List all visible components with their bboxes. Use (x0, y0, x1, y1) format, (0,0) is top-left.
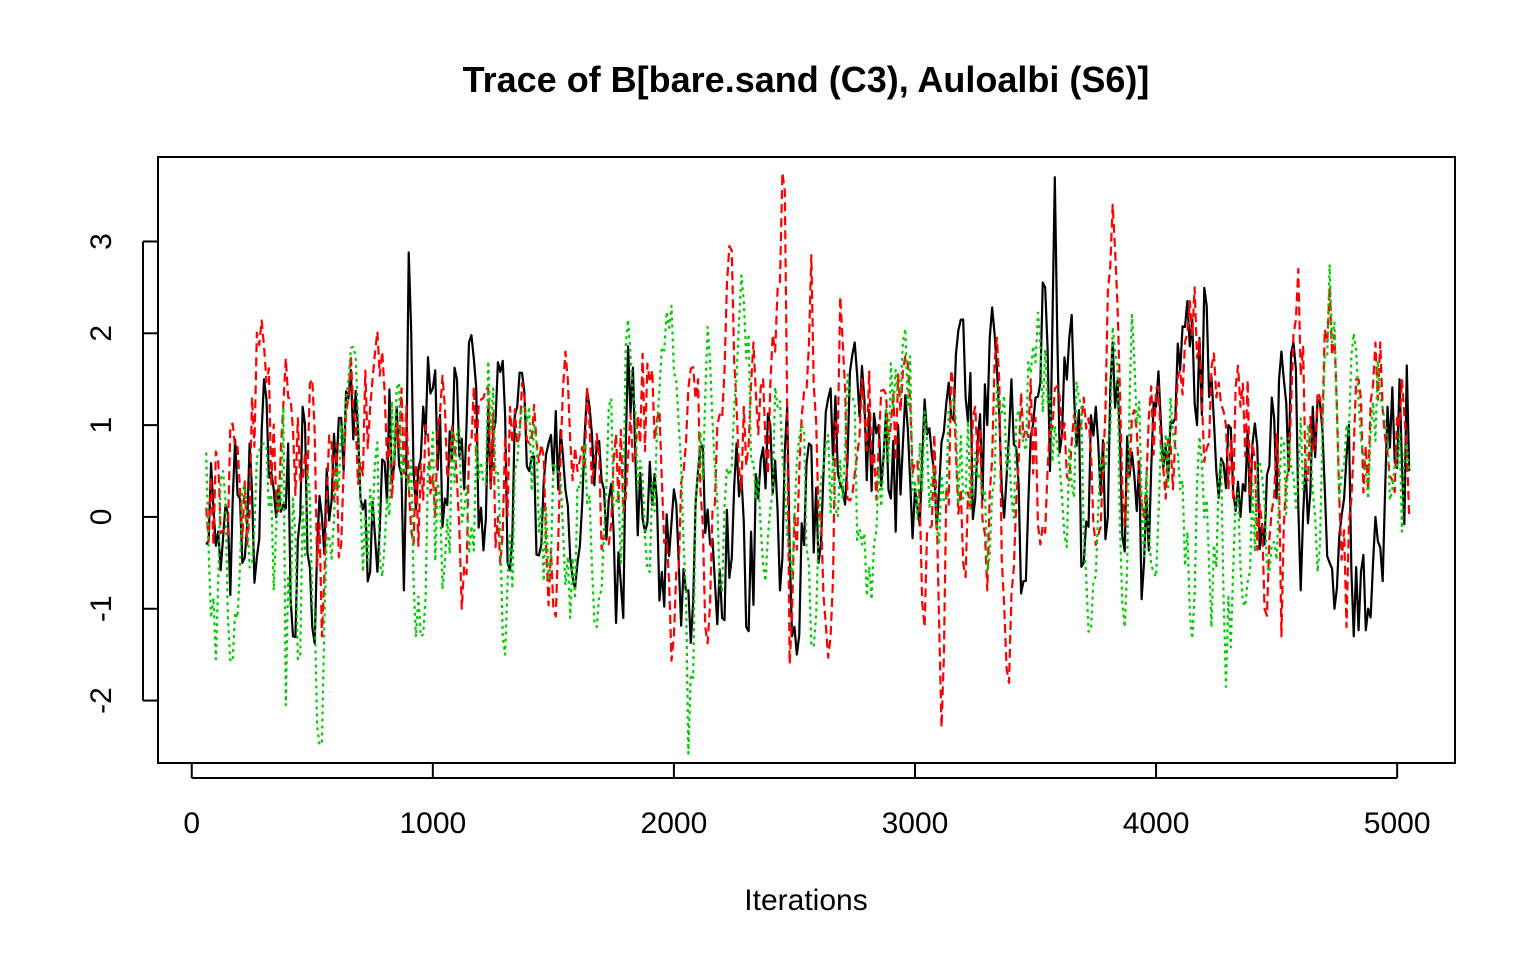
x-tick-label: 4000 (1123, 807, 1190, 840)
series-line-1 (205, 176, 1411, 656)
y-tick-label: 0 (85, 509, 118, 526)
x-tick-label: 0 (183, 807, 200, 840)
series-line-3 (205, 263, 1411, 755)
x-tick-label: 1000 (399, 807, 466, 840)
y-tick-label: -1 (85, 595, 118, 622)
series-layer (205, 171, 1411, 755)
x-axis: 0 1000 2000 3000 4000 5000 (183, 764, 1431, 840)
chart-title: Trace of B[bare.sand (C3), Auloalbi (S6)… (463, 59, 1150, 100)
y-tick-label: -2 (85, 687, 118, 714)
x-tick-label: 2000 (641, 807, 708, 840)
plot-frame (157, 156, 1456, 764)
x-axis-label: Iterations (744, 884, 867, 917)
x-tick-label: 3000 (882, 807, 949, 840)
y-axis: -2 -1 0 1 2 3 (85, 233, 157, 714)
series-line-2 (205, 171, 1411, 729)
y-tick-label: 2 (85, 325, 118, 342)
y-tick-label: 3 (85, 233, 118, 250)
x-tick-label: 5000 (1364, 807, 1431, 840)
y-tick-label: 1 (85, 417, 118, 434)
